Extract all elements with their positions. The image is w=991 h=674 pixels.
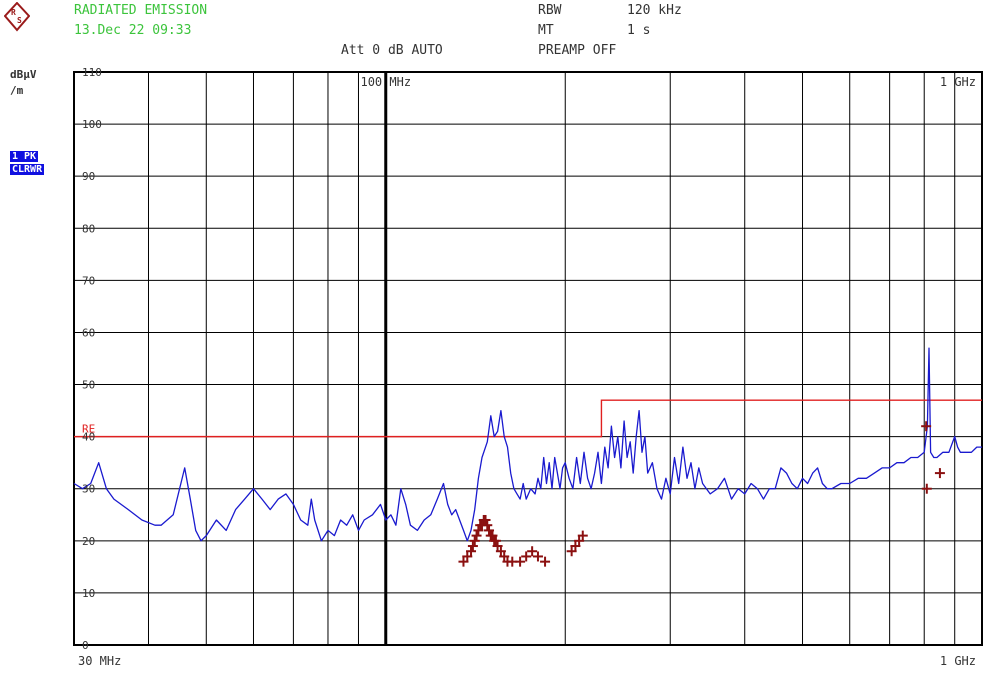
measurement-marker <box>499 551 510 562</box>
y-tick-label: 90 <box>82 170 95 183</box>
x-tick-label-top: 1 GHz <box>940 75 976 89</box>
measurement-marker <box>484 525 495 536</box>
measurement-marker <box>574 535 585 546</box>
measurement-marker <box>492 541 503 552</box>
measurement-marker <box>462 551 473 562</box>
measurement-marker <box>521 551 532 562</box>
y-tick-label: 40 <box>82 431 95 444</box>
measurement-marker <box>540 556 551 567</box>
peak-trace <box>73 347 982 542</box>
measurement-marker <box>921 421 932 432</box>
y-tick-label: 30 <box>82 483 95 496</box>
y-tick-label: 70 <box>82 274 95 287</box>
measurement-marker <box>577 530 588 541</box>
measurement-marker <box>487 530 498 541</box>
y-tick-label: 110 <box>82 66 102 79</box>
trace-clear-write-badge: CLRWR <box>10 164 45 175</box>
measurement-marker <box>482 520 493 531</box>
preamp-setting: PREAMP OFF <box>538 43 617 58</box>
measurement-marker <box>466 546 477 557</box>
rbw-value: 120 kHz <box>627 3 682 18</box>
measurement-marker <box>527 546 538 557</box>
measurement-marker <box>515 556 526 567</box>
measurement-marker <box>480 514 491 525</box>
measurement-marker <box>469 535 480 546</box>
limit-line <box>74 399 982 438</box>
measurement-datetime: 13.Dec 22 09:33 <box>74 23 192 38</box>
svg-text:R: R <box>11 8 16 17</box>
trace-mode-badge: 1 PK <box>10 151 39 162</box>
x-tick-label: 30 MHz <box>78 654 121 668</box>
measurement-marker <box>934 468 945 479</box>
svg-text:S: S <box>17 16 22 25</box>
measurement-marker <box>495 546 506 557</box>
measurement-marker <box>566 546 577 557</box>
limit-label: RE <box>82 423 95 436</box>
y-tick-label: 10 <box>82 587 95 600</box>
y-tick-label: 50 <box>82 379 95 392</box>
y-unit-label-2: /m <box>10 84 24 97</box>
y-tick-label: 0 <box>82 639 89 652</box>
plot-frame <box>73 71 983 646</box>
measurement-marker <box>471 530 482 541</box>
x-tick-label: 1 GHz <box>940 654 976 668</box>
measurement-marker <box>458 556 469 567</box>
measurement-marker <box>473 525 484 536</box>
measurement-title: RADIATED EMISSION <box>74 3 208 18</box>
rohde-schwarz-logo: R S <box>4 2 30 32</box>
y-tick-label: 60 <box>82 326 95 339</box>
y-tick-label: 80 <box>82 222 95 235</box>
attenuation-setting: Att 0 dB AUTO <box>341 43 443 58</box>
y-tick-label: 20 <box>82 535 95 548</box>
x-tick-label: 100 MHz <box>360 75 411 89</box>
measurement-marker <box>490 535 501 546</box>
y-tick-label: 100 <box>82 118 102 131</box>
measurement-marker <box>570 541 581 552</box>
y-unit-label: dBµV <box>10 68 37 81</box>
mt-value: 1 s <box>627 23 651 38</box>
mt-label: MT <box>538 23 554 38</box>
measurement-marker <box>921 483 932 494</box>
measurement-marker <box>532 551 543 562</box>
rbw-label: RBW <box>538 3 562 18</box>
measurement-marker <box>467 541 478 552</box>
